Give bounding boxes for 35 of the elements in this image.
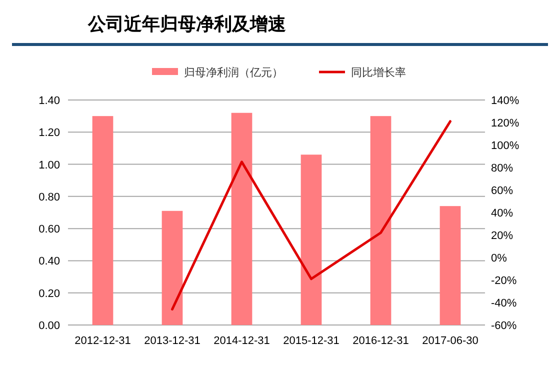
y-tick-label: 0.00 — [38, 320, 60, 332]
y2-tick-label: 40% — [491, 208, 514, 220]
y2-tick-label: 100% — [491, 140, 520, 152]
chart-title: 公司近年归母净利及增速 — [87, 14, 286, 34]
line-series — [171, 120, 452, 310]
y2-tick-label: 60% — [491, 185, 514, 197]
bar — [231, 112, 252, 325]
y2-tick-label: -60% — [491, 320, 517, 332]
y2-tick-label: 20% — [491, 230, 514, 242]
y-tick-label: 1.40 — [38, 95, 60, 107]
y2-tick-label: 140% — [491, 95, 520, 107]
legend-label: 同比增长率 — [351, 66, 406, 79]
y-tick-label: 0.40 — [38, 256, 60, 268]
bar — [370, 116, 392, 325]
x-tick-label: 2012-12-31 — [74, 335, 131, 347]
bar — [162, 210, 183, 325]
y-tick-label: 0.20 — [38, 288, 60, 300]
bar — [300, 154, 322, 325]
y2-tick-label: -40% — [491, 298, 517, 310]
x-tick-label: 2016-12-31 — [352, 335, 409, 347]
y-tick-label: 0.80 — [38, 191, 60, 204]
x-tick-label: 2014-12-31 — [214, 335, 270, 347]
y2-tick-label: -20% — [491, 275, 517, 287]
y-tick-label: 0.60 — [38, 224, 60, 236]
bar — [92, 116, 114, 325]
x-tick-label: 2013-12-31 — [144, 335, 200, 347]
legend-label: 归母净利润（亿元） — [184, 66, 283, 79]
y-tick-label: 1.20 — [38, 127, 60, 140]
bar — [440, 206, 461, 325]
y2-tick-label: 0% — [491, 252, 508, 264]
x-tick-label: 2015-12-31 — [283, 335, 340, 347]
y2-tick-label: 80% — [491, 162, 514, 174]
y-tick-label: 1.00 — [38, 159, 60, 172]
x-tick-label: 2017-06-30 — [422, 335, 478, 347]
y2-tick-label: 120% — [491, 118, 520, 130]
